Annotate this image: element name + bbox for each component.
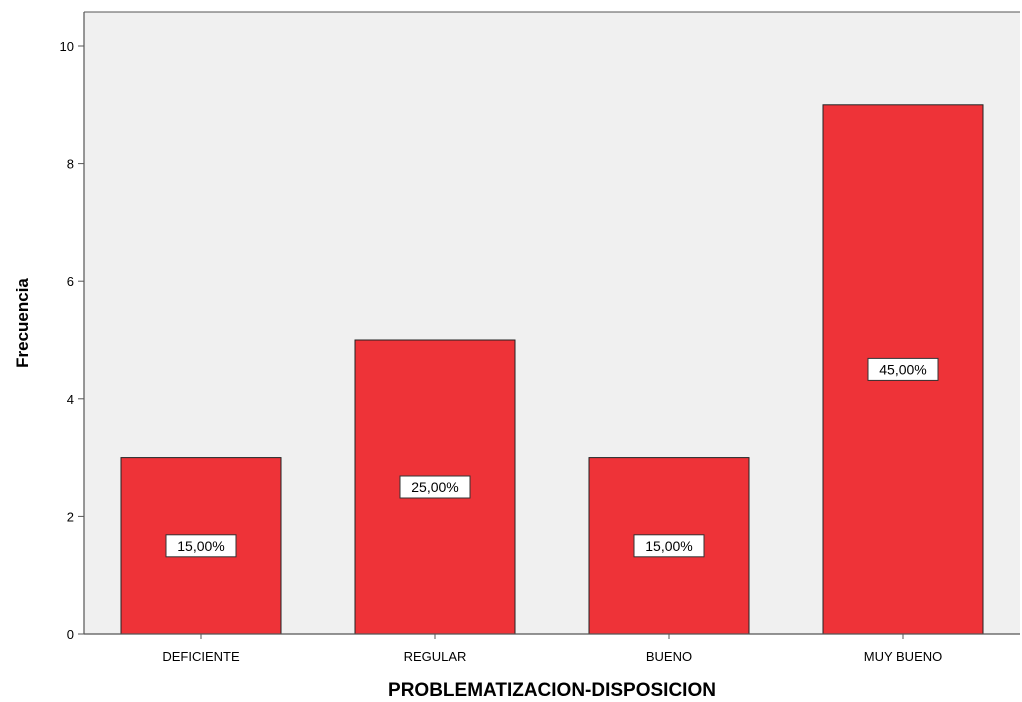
x-tick-label: BUENO bbox=[646, 649, 692, 664]
data-labels: 15,00% 25,00% 15,00% 45,00% bbox=[165, 357, 939, 558]
data-label: 15,00% bbox=[177, 538, 224, 554]
data-label: 25,00% bbox=[411, 479, 458, 495]
data-label-box bbox=[165, 534, 237, 558]
y-tick-label: 8 bbox=[67, 157, 74, 172]
x-tick-label: REGULAR bbox=[404, 649, 467, 664]
data-label-box bbox=[633, 534, 705, 558]
y-tick-label: 10 bbox=[60, 39, 74, 54]
data-label: 45,00% bbox=[879, 361, 926, 377]
data-label-box bbox=[399, 475, 471, 499]
x-axis-ticks: DEFICIENTE REGULAR BUENO MUY BUENO bbox=[162, 634, 942, 664]
data-label: 15,00% bbox=[645, 538, 692, 554]
y-axis-title: Frecuencia bbox=[13, 278, 32, 368]
y-axis-ticks: 0 2 4 6 8 10 bbox=[60, 39, 84, 642]
y-tick-label: 6 bbox=[67, 274, 74, 289]
data-label-box bbox=[867, 357, 939, 381]
y-tick-label: 2 bbox=[67, 509, 74, 524]
y-tick-label: 4 bbox=[67, 392, 74, 407]
x-axis-title: PROBLEMATIZACION-DISPOSICION bbox=[388, 680, 716, 701]
x-tick-label: DEFICIENTE bbox=[162, 649, 240, 664]
y-tick-label: 0 bbox=[67, 627, 74, 642]
x-tick-label: MUY BUENO bbox=[864, 649, 943, 664]
